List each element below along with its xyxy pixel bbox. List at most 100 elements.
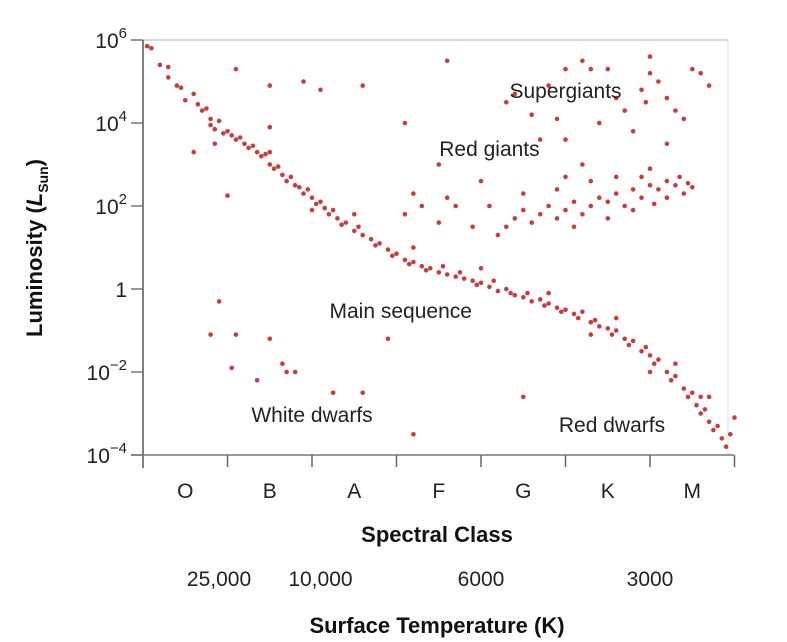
data-point <box>335 216 340 221</box>
data-point <box>525 290 530 296</box>
data-point <box>537 212 543 217</box>
data-point <box>208 116 213 122</box>
data-point <box>605 199 611 205</box>
y-ticks: 106 104 102 1 10−2 10−4 <box>87 25 143 468</box>
annotations: Supergiants Red giants Main sequence White … <box>251 80 665 437</box>
data-point <box>563 137 568 142</box>
data-point <box>664 95 670 101</box>
data-point <box>330 207 336 213</box>
data-point <box>630 187 636 192</box>
data-point <box>664 369 670 375</box>
data-point <box>609 332 615 337</box>
data-point <box>694 402 699 408</box>
data-point <box>651 201 657 207</box>
data-point <box>330 390 336 396</box>
data-point <box>681 386 687 391</box>
data-point <box>554 187 560 192</box>
data-point <box>554 116 560 122</box>
data-point <box>580 309 585 315</box>
data-point <box>178 85 184 90</box>
data-point <box>643 100 649 105</box>
temperature-label: 3000 <box>627 568 674 591</box>
data-point <box>352 228 357 234</box>
data-point <box>390 253 395 259</box>
data-point <box>605 326 611 331</box>
data-point <box>225 129 230 134</box>
data-point <box>326 212 332 217</box>
data-point <box>470 224 475 230</box>
data-point <box>292 369 298 375</box>
data-point <box>673 183 678 188</box>
data-point <box>453 274 459 279</box>
data-point <box>723 444 729 450</box>
data-point <box>622 108 627 113</box>
temperature-label: 25,000 <box>187 568 251 591</box>
data-point <box>702 407 708 412</box>
data-point <box>284 369 289 375</box>
data-point <box>563 307 568 313</box>
data-point <box>546 290 551 296</box>
data-point <box>385 247 391 252</box>
data-point <box>529 299 534 304</box>
data-point <box>639 349 644 354</box>
data-point <box>487 203 492 209</box>
data-point <box>554 216 560 221</box>
data-point <box>216 299 222 304</box>
data-point <box>191 149 196 155</box>
data-point <box>639 87 644 93</box>
data-point <box>728 432 733 437</box>
data-point <box>521 207 526 213</box>
data-point <box>318 87 323 93</box>
data-point <box>419 263 425 269</box>
data-point <box>263 151 268 157</box>
data-point <box>685 394 691 400</box>
data-point <box>309 207 315 213</box>
data-point <box>706 394 712 400</box>
data-point <box>204 106 209 111</box>
data-point <box>309 195 315 200</box>
data-point <box>622 203 627 209</box>
data-point <box>212 141 218 147</box>
data-point <box>301 79 306 84</box>
data-points <box>144 43 737 450</box>
data-point <box>271 166 277 171</box>
series-main-sequence <box>144 43 737 450</box>
data-point <box>656 187 661 192</box>
y-tick-label: 10−4 <box>87 440 127 468</box>
data-point <box>647 353 653 358</box>
data-point <box>668 378 674 383</box>
data-point <box>546 301 551 306</box>
annotation-label: Main sequence <box>330 300 472 323</box>
data-point <box>647 54 653 59</box>
data-point <box>647 369 653 375</box>
data-point <box>546 83 551 88</box>
data-point <box>478 178 484 184</box>
data-point <box>563 207 568 213</box>
data-point <box>368 236 374 242</box>
data-point <box>436 162 442 167</box>
data-point <box>521 394 526 400</box>
data-point <box>470 278 475 284</box>
y-tick-label: 102 <box>95 191 127 219</box>
data-point <box>597 195 602 200</box>
data-point <box>411 191 416 196</box>
data-point <box>423 268 429 273</box>
data-point <box>664 195 670 200</box>
data-point <box>436 270 442 275</box>
data-point <box>491 278 497 284</box>
data-point <box>360 83 366 88</box>
temperature-label: 6000 <box>458 568 505 591</box>
data-point <box>673 361 678 367</box>
data-point <box>597 120 602 126</box>
data-point <box>313 201 319 207</box>
data-point <box>521 295 526 300</box>
data-point <box>402 212 408 217</box>
data-point <box>297 185 302 190</box>
data-point <box>529 220 534 225</box>
data-point <box>411 259 416 265</box>
data-point <box>508 290 513 296</box>
data-point <box>183 97 188 103</box>
data-point <box>546 203 551 209</box>
